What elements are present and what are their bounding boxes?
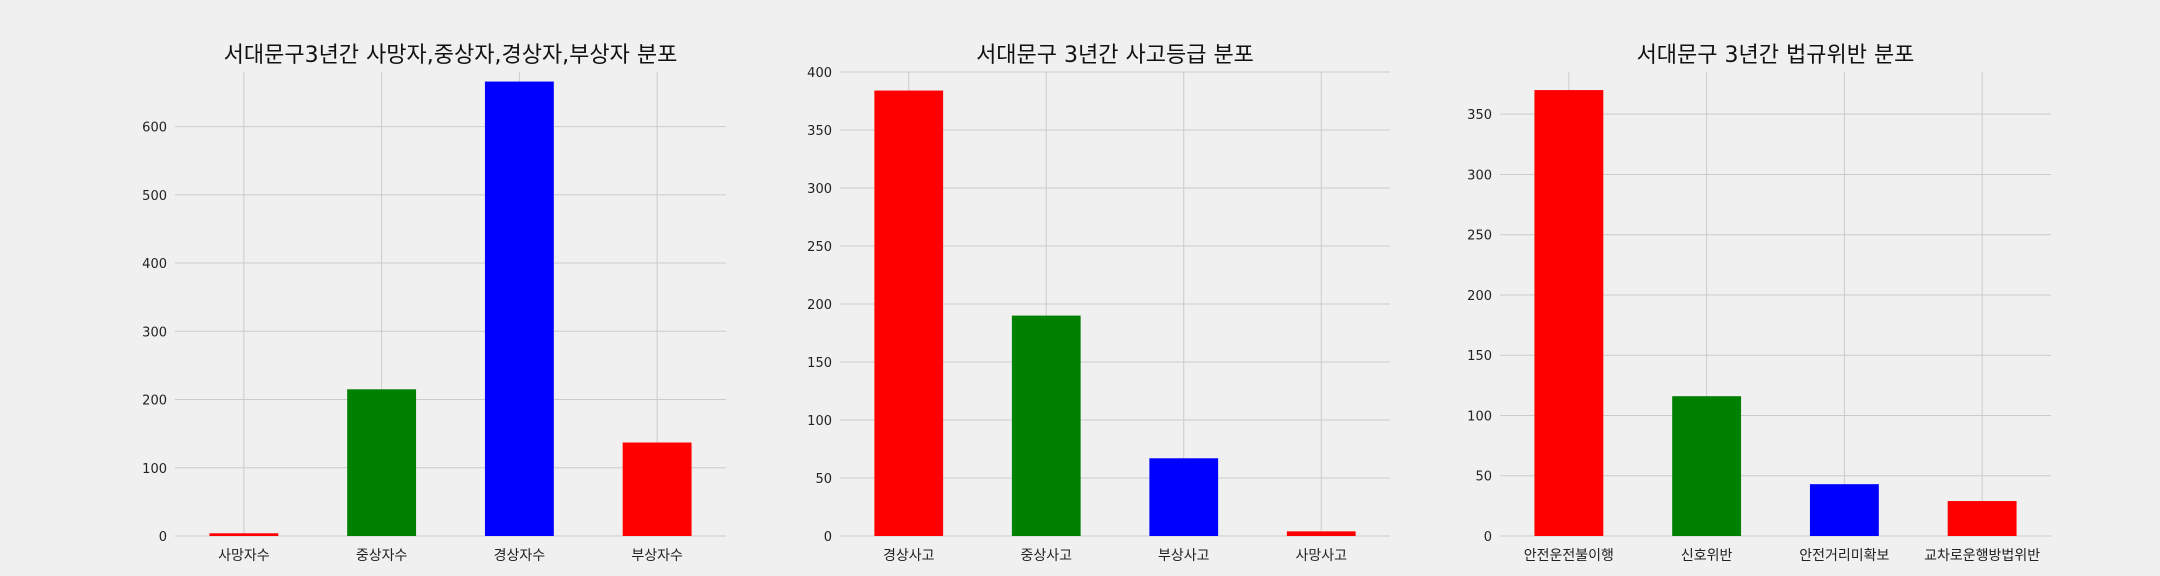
bar-사망자수 <box>209 533 279 536</box>
bar-신호위반 <box>1672 396 1742 536</box>
y-tick-label: 250 <box>807 240 832 255</box>
bar-안전운전불이행 <box>1534 90 1604 537</box>
y-tick-label: 100 <box>1467 409 1492 424</box>
bar-사망사고 <box>1286 531 1356 536</box>
y-tick-label: 50 <box>1475 470 1492 485</box>
chart-title: 서대문구3년간 사망자,중상자,경상자,부상자 분포 <box>224 43 678 68</box>
y-tick-label: 50 <box>815 472 832 487</box>
x-tick-label: 안전운전불이행 <box>1524 548 1614 564</box>
x-tick-label: 사망사고 <box>1295 548 1347 564</box>
chart-panel-2: 0 50 100 150 200 250 300 350 400 경상사고 중상사고 부상사고 사망사고… <box>807 43 1390 564</box>
y-tick-label: 400 <box>807 66 832 81</box>
bar-중상자수 <box>347 389 417 536</box>
y-tick-label: 350 <box>1467 108 1492 123</box>
y-tick-label: 0 <box>824 530 832 545</box>
bar-경상자수 <box>484 81 554 536</box>
x-tick-label: 교차로운행방법위반 <box>1924 548 2040 564</box>
bar-중상사고 <box>1011 315 1081 536</box>
bar-부상사고 <box>1149 458 1219 536</box>
y-tick-label: 300 <box>807 182 832 197</box>
x-tick-label: 부상사고 <box>1158 548 1210 564</box>
y-tick-label: 400 <box>142 257 167 272</box>
y-tick-label: 300 <box>142 325 167 340</box>
chart-panel-3: 0 50 100 150 200 250 300 350 안전운전불이행 신호위반 안전거리미확보 교… <box>1467 43 2051 564</box>
y-tick-label: 0 <box>1484 530 1492 545</box>
bar-교차로운행방법위반 <box>1947 501 2017 536</box>
y-tick-label: 0 <box>159 530 167 545</box>
y-tick-label: 100 <box>142 462 167 477</box>
bar-경상사고 <box>874 90 944 536</box>
chart-title: 서대문구 3년간 법규위반 분포 <box>1637 43 1915 68</box>
y-tick-label: 250 <box>1467 229 1492 244</box>
y-tick-label: 500 <box>142 189 167 204</box>
x-tick-label: 경상사고 <box>883 548 935 564</box>
x-tick-label: 사망자수 <box>218 548 270 564</box>
y-tick-label: 150 <box>807 356 832 371</box>
x-tick-label: 부상자수 <box>631 548 683 564</box>
chart-title: 서대문구 3년간 사고등급 분포 <box>976 43 1254 68</box>
chart-panel-1: 0 100 200 300 400 500 600 사망자수 중상자수 경상자수 부상자수 서대문구3… <box>142 43 726 564</box>
y-tick-label: 200 <box>807 298 832 313</box>
bar-안전거리미확보 <box>1809 484 1879 536</box>
x-tick-label: 중상사고 <box>1020 548 1072 564</box>
y-tick-label: 200 <box>1467 289 1492 304</box>
y-tick-label: 200 <box>142 394 167 409</box>
x-tick-label: 신호위반 <box>1681 548 1733 564</box>
y-tick-label: 300 <box>1467 168 1492 183</box>
y-tick-label: 600 <box>142 121 167 136</box>
y-tick-label: 350 <box>807 124 832 139</box>
y-tick-label: 150 <box>1467 349 1492 364</box>
y-tick-label: 100 <box>807 414 832 429</box>
x-tick-label: 안전거리미확보 <box>1799 548 1889 564</box>
x-tick-label: 경상자수 <box>494 548 546 564</box>
x-tick-label: 중상자수 <box>356 548 408 564</box>
bar-부상자수 <box>622 442 692 536</box>
